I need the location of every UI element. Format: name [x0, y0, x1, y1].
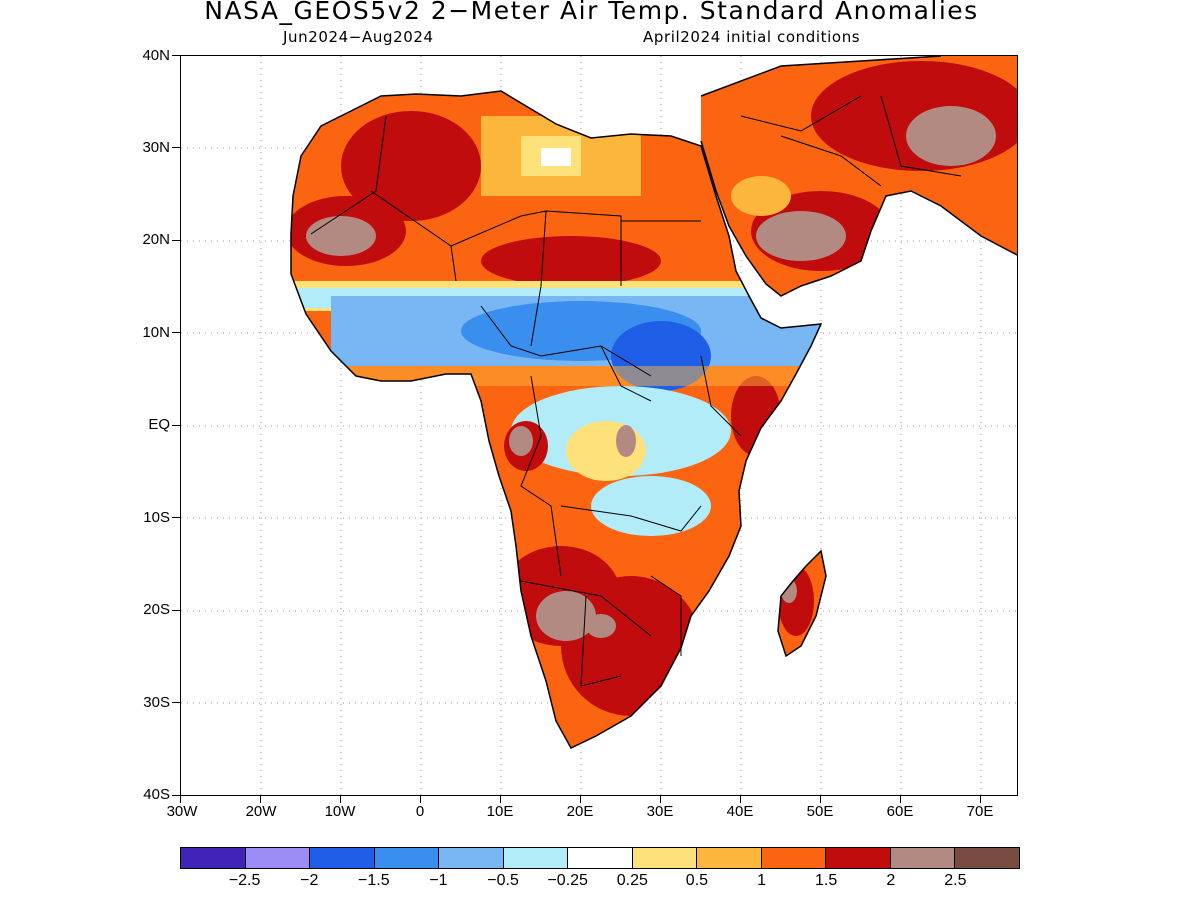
colorbar-label: −2.5 — [228, 872, 261, 889]
lon-label-20w: 20W — [245, 803, 277, 820]
lon-tick — [420, 796, 421, 803]
lon-label-30w: 30W — [166, 803, 198, 820]
colorbar — [180, 847, 1020, 869]
lon-tick — [580, 796, 581, 803]
colorbar-swatch — [568, 848, 633, 868]
lat-label-40s: 40S — [143, 786, 170, 803]
colorbar-swatch — [181, 848, 246, 868]
colorbar-label: −2 — [300, 872, 319, 889]
colorbar-swatch — [310, 848, 375, 868]
lat-label-20n: 20N — [142, 231, 170, 248]
lat-tick — [172, 517, 180, 518]
map-area — [180, 55, 1018, 796]
colorbar-label: 2.5 — [944, 872, 967, 889]
colorbar-swatch — [826, 848, 891, 868]
colorbar-label: 0.5 — [685, 872, 709, 889]
initial-conditions: April2024 initial conditions — [643, 28, 861, 46]
country-borders — [310, 95, 962, 687]
colorbar-label: −0.25 — [547, 872, 588, 889]
lat-tick — [172, 425, 180, 426]
lon-tick — [820, 796, 821, 803]
lat-tick — [172, 332, 180, 333]
colorbar-swatch — [439, 848, 504, 868]
colorbar-swatch — [697, 848, 762, 868]
colorbar-label: 1.5 — [815, 872, 838, 889]
lat-label-10s: 10S — [143, 509, 170, 526]
colorbar-swatch — [503, 848, 569, 868]
anomaly-map — [181, 56, 1017, 795]
lon-label-10w: 10W — [324, 803, 356, 820]
lon-label-10e: 10E — [486, 803, 514, 820]
lon-label-60e: 60E — [886, 803, 914, 820]
lat-tick — [172, 240, 180, 241]
lon-label-40e: 40E — [726, 803, 754, 820]
lon-tick — [340, 796, 341, 803]
lat-label-40n: 40N — [142, 47, 170, 64]
colorbar-swatch — [761, 848, 827, 868]
lon-tick — [900, 796, 901, 803]
lat-tick — [172, 795, 180, 796]
colorbar-swatch — [245, 848, 311, 868]
lon-label-20e: 20E — [566, 803, 594, 820]
lat-label-eq: EQ — [148, 416, 170, 433]
lon-tick — [660, 796, 661, 803]
colorbar-swatch — [632, 848, 698, 868]
lat-label-30n: 30N — [142, 139, 170, 156]
lat-label-30s: 30S — [143, 694, 170, 711]
lat-label-10n: 10N — [142, 324, 170, 341]
lon-label-70e: 70E — [966, 803, 994, 820]
lon-tick — [740, 796, 741, 803]
colorbar-label: 2 — [886, 872, 896, 889]
lon-label-50e: 50E — [806, 803, 834, 820]
forecast-period: Jun2024−Aug2024 — [283, 28, 434, 46]
lat-tick — [172, 702, 180, 703]
lat-tick — [172, 147, 180, 148]
lon-tick — [180, 796, 181, 803]
lat-label-20s: 20S — [143, 601, 170, 618]
lon-label-30e: 30E — [646, 803, 674, 820]
colorbar-label: −1.5 — [358, 872, 390, 889]
map-title: NASA_GEOS5v2 2−Meter Air Temp. Standard … — [204, 0, 979, 25]
lon-label-0: 0 — [415, 803, 425, 820]
colorbar-swatch — [955, 848, 1019, 868]
colorbar-label: 0.25 — [616, 872, 648, 889]
coastlines — [290, 56, 1017, 749]
colorbar-label: 1 — [757, 872, 766, 889]
lon-tick — [500, 796, 501, 803]
colorbar-label: −1 — [429, 872, 448, 889]
lat-tick — [172, 55, 180, 56]
colorbar-label: −0.5 — [487, 872, 519, 889]
lat-tick — [172, 610, 180, 611]
colorbar-swatch — [890, 848, 956, 868]
colorbar-swatch — [374, 848, 440, 868]
lon-tick — [980, 796, 981, 803]
lon-tick — [260, 796, 261, 803]
